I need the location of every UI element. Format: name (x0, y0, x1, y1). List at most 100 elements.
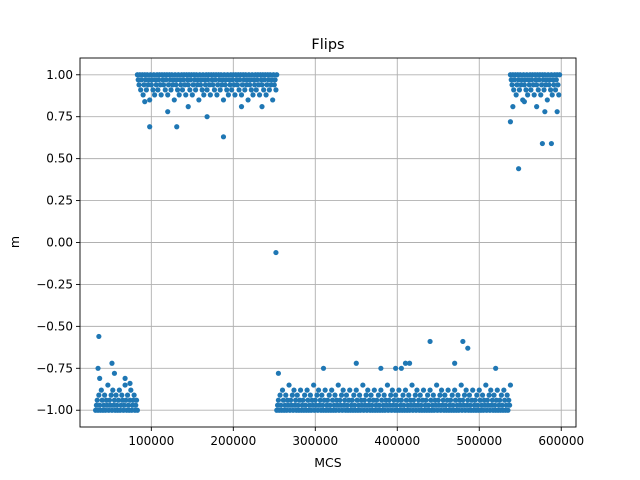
data-point (349, 397, 355, 403)
data-point (442, 392, 448, 398)
data-point (165, 109, 171, 115)
data-point (259, 104, 265, 110)
data-point (475, 402, 481, 408)
data-point (224, 87, 230, 93)
data-point (227, 82, 233, 88)
data-point (450, 402, 456, 408)
data-point (210, 82, 216, 88)
data-point (353, 387, 359, 393)
data-point (414, 387, 420, 393)
data-point (391, 397, 397, 403)
data-point (250, 92, 256, 98)
data-point (204, 87, 210, 93)
data-point (111, 370, 118, 376)
data-point (98, 387, 104, 393)
data-point (463, 387, 469, 393)
data-point (324, 397, 331, 403)
data-point (484, 397, 491, 403)
x-tick-label: 600000 (538, 434, 584, 448)
data-point (529, 77, 535, 83)
data-point (254, 77, 260, 83)
data-point (212, 77, 218, 83)
data-point (165, 82, 172, 88)
data-point (538, 82, 545, 88)
y-tick-label: 0.50 (46, 152, 73, 166)
x-axis-label: MCS (314, 455, 342, 470)
data-point (229, 87, 235, 93)
data-point (504, 392, 510, 398)
data-point (498, 392, 504, 398)
x-tick-label: 100000 (128, 434, 174, 448)
data-point (409, 382, 415, 388)
data-point (153, 82, 159, 88)
data-point (202, 82, 209, 88)
data-point (547, 87, 554, 93)
data-point (386, 397, 392, 403)
data-point (138, 87, 144, 93)
data-point (122, 382, 128, 388)
x-tick-label: 200000 (210, 434, 256, 448)
data-point (128, 387, 134, 393)
data-point (430, 392, 436, 398)
data-point (248, 87, 254, 93)
y-axis-label: m (7, 236, 22, 248)
data-point (554, 109, 560, 115)
data-point (320, 402, 326, 408)
data-point (374, 397, 380, 403)
data-point (497, 397, 503, 403)
data-point (539, 140, 545, 147)
data-point (312, 397, 318, 403)
data-point (101, 392, 108, 398)
data-point (97, 402, 103, 408)
data-point (531, 92, 537, 98)
data-point (538, 92, 544, 98)
data-point (461, 392, 468, 398)
data-point (551, 82, 557, 88)
data-point (286, 382, 292, 388)
data-point (507, 119, 514, 125)
data-point (493, 365, 499, 371)
data-point (302, 402, 309, 408)
data-point (196, 97, 202, 103)
data-point (253, 87, 259, 93)
data-point (425, 392, 431, 398)
data-point (379, 397, 385, 403)
data-point (552, 87, 559, 93)
data-point (171, 97, 177, 103)
data-point (415, 397, 422, 403)
data-point (116, 387, 122, 393)
data-point (119, 392, 125, 398)
data-point (259, 82, 265, 88)
data-point (342, 397, 348, 403)
data-point (556, 92, 562, 98)
data-point (125, 402, 131, 408)
data-point (185, 82, 191, 88)
data-point (94, 397, 100, 403)
data-point (199, 87, 205, 93)
data-point (174, 87, 181, 93)
data-point (467, 402, 473, 408)
data-point (168, 87, 174, 93)
data-point (133, 402, 139, 408)
data-point (134, 407, 140, 413)
data-point (506, 402, 513, 408)
data-point (110, 387, 116, 393)
data-point (499, 402, 505, 408)
data-point (165, 92, 171, 98)
data-point (277, 392, 283, 398)
y-tick-label: −0.25 (36, 277, 73, 291)
data-point (516, 166, 522, 172)
data-point (329, 387, 335, 393)
data-point (406, 392, 412, 398)
data-point (368, 392, 374, 398)
data-point (242, 87, 248, 93)
data-point (474, 392, 480, 398)
data-point (488, 387, 494, 393)
data-point (147, 97, 153, 103)
data-point (402, 360, 409, 366)
data-point (365, 387, 371, 393)
data-point (347, 387, 353, 393)
data-point (534, 82, 540, 88)
data-point (361, 397, 368, 403)
data-point (452, 360, 458, 366)
